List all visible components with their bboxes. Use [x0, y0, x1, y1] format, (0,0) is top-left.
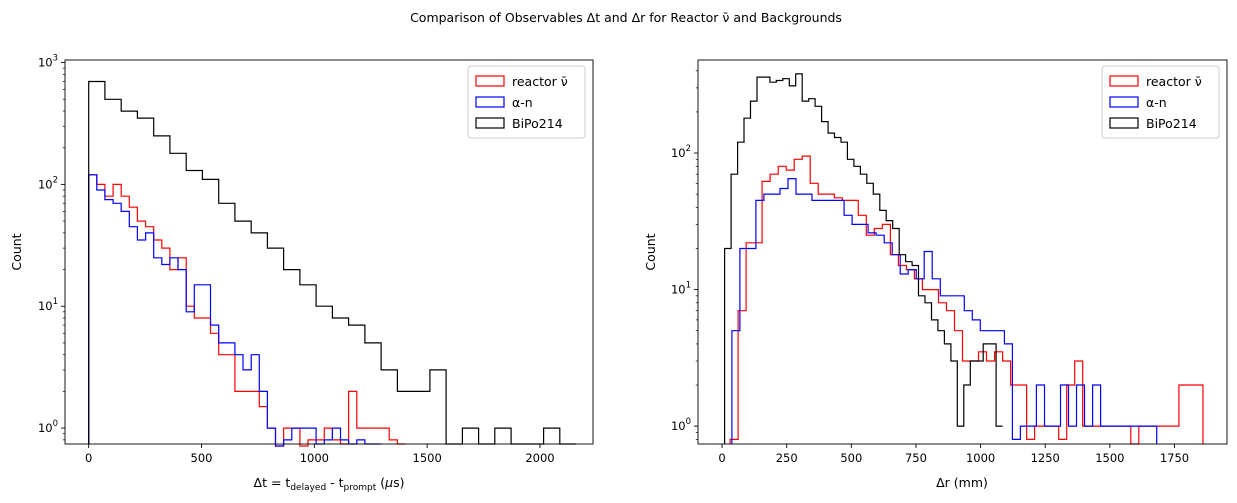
- x-tick-label: 250: [776, 451, 798, 465]
- x-tick-label: 1000: [300, 451, 329, 465]
- x-tick-label: 1000: [966, 451, 995, 465]
- y-tick-label: 100: [671, 417, 691, 433]
- x-tick-label: 1500: [1095, 451, 1124, 465]
- right-axes: 0 250 500 750 1000 1250 1500 1750 100 101 102: [671, 70, 1189, 465]
- legend-box: [467, 65, 586, 139]
- x-tick-label: 0: [85, 451, 92, 465]
- x-tick-label: 1500: [413, 451, 442, 465]
- legend-label: BiPo214: [1146, 116, 1197, 131]
- y-tick-label: 100: [38, 419, 58, 435]
- left-legend: reactor ν̄ α-n BiPo214: [467, 65, 586, 139]
- y-tick-label: 102: [38, 175, 58, 191]
- right-plot-frame: [697, 59, 1228, 445]
- y-tick-label: 103: [38, 54, 58, 70]
- y-tick-label: 102: [671, 144, 691, 160]
- x-tick-label: 0: [718, 451, 725, 465]
- series-1-2: [724, 73, 1003, 444]
- x-tick-label: 500: [840, 451, 862, 465]
- series-1-1: [731, 178, 1158, 444]
- right-series-group: [724, 73, 1204, 445]
- right-chart: 0 250 500 750 1000 1250 1500 1750 100 101 102 Coun…: [643, 59, 1228, 490]
- legend-label: α-n: [512, 95, 533, 110]
- legend-swatch: [1109, 117, 1139, 129]
- x-tick-label: 1250: [1031, 451, 1060, 465]
- left-xlabel: Δt = tdelayed - tprompt (μs): [254, 475, 405, 493]
- legend-label: reactor ν̄: [512, 74, 568, 89]
- left-axes: 0 500 1000 1500 2000 100 101 102 103: [38, 54, 555, 465]
- y-tick-label: 101: [671, 281, 691, 297]
- legend-box: [1101, 65, 1220, 139]
- legend-label: BiPo214: [512, 116, 563, 131]
- figure-suptitle: Comparison of Observables Δt and Δr for …: [410, 10, 842, 25]
- x-tick-label: 2000: [525, 451, 554, 465]
- left-plot-frame: [64, 59, 594, 445]
- x-tick-label: 1750: [1160, 451, 1189, 465]
- legend-swatch: [475, 96, 505, 108]
- right-legend: reactor ν̄ α-n BiPo214: [1101, 65, 1220, 139]
- legend-label: reactor ν̄: [1146, 74, 1202, 89]
- y-tick-label: 101: [38, 297, 58, 313]
- legend-swatch: [1109, 96, 1139, 108]
- left-ylabel: Count: [9, 233, 24, 270]
- right-xlabel: Δr (mm): [936, 475, 988, 490]
- x-tick-label: 750: [905, 451, 927, 465]
- legend-swatch: [475, 75, 505, 87]
- series-0-1: [88, 174, 382, 447]
- legend-swatch: [1109, 75, 1139, 87]
- legend-swatch: [475, 117, 505, 129]
- left-chart: 0 500 1000 1500 2000 100 101 102 103 Count Δt = …: [9, 54, 594, 493]
- legend-label: α-n: [1146, 95, 1167, 110]
- x-tick-label: 500: [191, 451, 213, 465]
- right-ylabel: Count: [643, 233, 658, 270]
